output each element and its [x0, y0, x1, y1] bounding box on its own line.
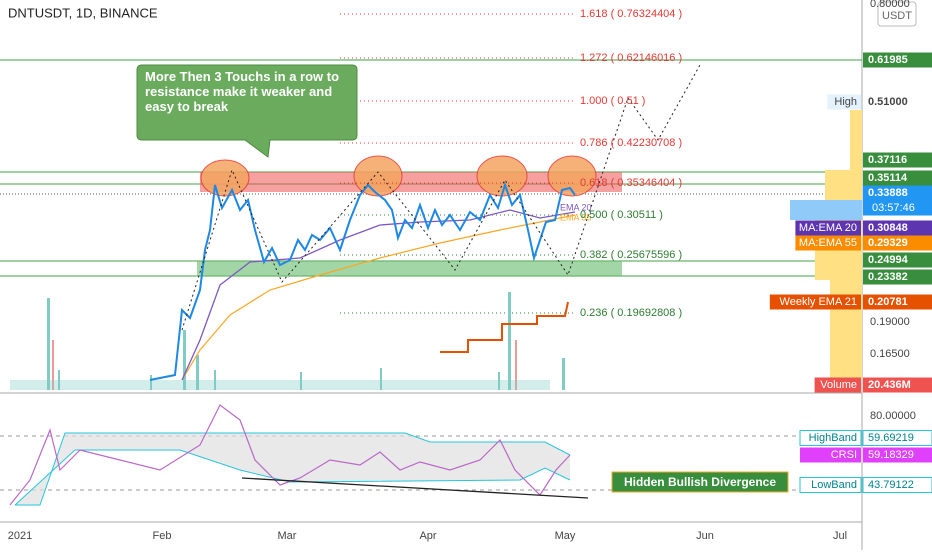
price-badge-value: 0.35114 [868, 172, 908, 184]
crsi-line [9, 404, 571, 506]
divergence-label: Hidden Bullish Divergence [624, 475, 776, 489]
note-box [136, 64, 358, 158]
time-label: May [555, 530, 576, 542]
ema20-line [181, 209, 576, 381]
volume-bars [10, 292, 565, 390]
price-line [149, 181, 576, 381]
price-label: 0.16500 [870, 348, 910, 360]
price-badge-value: 0.51000 [868, 96, 908, 108]
osc-badge-value: 59.69219 [868, 432, 914, 444]
price-badge [863, 185, 932, 216]
price-badge [863, 235, 932, 251]
badge-label-bg [795, 220, 861, 236]
projection-path [181, 64, 701, 331]
time-label: Jul [833, 530, 847, 542]
note-text: More Then 3 Touchs in a row to resistanc… [145, 69, 340, 114]
osc-label-bg [800, 447, 861, 463]
price-badge-value: 0.61985 [868, 54, 908, 66]
dynamic-layer: 1.618 ( 0.76324404 ) 1.272 ( 0.62146016 )… [8, 0, 932, 542]
fib-label: 1.272 ( 0.62146016 ) [580, 52, 682, 64]
osc-badge [863, 447, 932, 463]
divergence-box [611, 471, 789, 493]
osc-badge-label: HighBand [809, 432, 857, 444]
osc-badge-label: CRSI [831, 449, 857, 461]
badge-label: MA:EMA 20 [799, 222, 857, 234]
price-badge [863, 220, 932, 236]
fib-label: 1.618 ( 0.76324404 ) [580, 8, 682, 20]
ema55-line [181, 214, 576, 381]
price-badge-value: 0.37116 [868, 154, 907, 166]
time-label: Mar [278, 530, 297, 542]
price-badge-value: 0.29329 [868, 237, 908, 249]
badge-label: High [834, 96, 857, 108]
fib-label: 0.500 ( 0.30511 ) [580, 209, 663, 221]
fib-label: 0.236 ( 0.19692808 ) [580, 307, 682, 319]
price-badge-value: 0.24994 [868, 254, 909, 266]
osc-badge-label: LowBand [811, 479, 857, 491]
band-fill [15, 433, 570, 505]
time-label: Apr [419, 530, 436, 542]
time-label: 2021 [8, 530, 32, 542]
osc-badge-value: 59.18329 [868, 449, 914, 461]
support-zone [197, 261, 622, 276]
osc-badge-value: 43.79122 [868, 479, 914, 491]
badge-label-bg [814, 377, 861, 393]
price-badge [863, 294, 932, 310]
time-label: Feb [153, 530, 172, 542]
fib-label: 0.618 ( 0.35346404 ) [580, 177, 682, 189]
badge-label: Volume [820, 379, 857, 391]
currency-box [877, 1, 917, 27]
countdown: 03:57:46 [872, 202, 915, 214]
badge-label-bg [827, 94, 861, 110]
badge-label: Weekly EMA 21 [780, 296, 857, 308]
price-badge-value: 20.436M [868, 379, 911, 391]
price-badge [863, 269, 932, 285]
fib-label: 0.786 ( 0.42230708 ) [580, 137, 682, 149]
price-badge [863, 152, 932, 168]
badge-label-bg [795, 235, 861, 251]
badge-label: MA:EMA 55 [799, 237, 857, 249]
osc-label-bg [799, 477, 862, 493]
price-badge-value: 0.23382 [868, 271, 908, 283]
osc-label: 80.00000 [870, 410, 916, 422]
low-band [14, 449, 571, 506]
divergence-line [241, 477, 589, 499]
price-badge-value: 0.33888 [868, 187, 908, 199]
time-label: Jun [696, 530, 714, 542]
price-badge [863, 377, 932, 393]
price-badge [863, 170, 932, 186]
price-badge [863, 52, 932, 68]
price-badge-value: 0.20781 [868, 296, 908, 308]
currency: USDT [882, 10, 912, 22]
weekly-ema21 [440, 301, 569, 353]
fib-label: 0.382 ( 0.25675596 ) [580, 249, 682, 261]
osc-label-bg [799, 430, 862, 446]
price-label: 0.80000 [870, 0, 910, 10]
osc-badge [862, 430, 932, 446]
price-label: 0.19000 [870, 316, 910, 328]
fib-label: 1.000 ( 0.51 ) [580, 95, 645, 107]
price-badge [863, 252, 932, 268]
note-wrap: More Then 3 Touchs in a row to resistanc… [145, 69, 340, 114]
osc-badge [862, 477, 932, 493]
price-badge [863, 94, 932, 110]
badge-label-bg [769, 294, 861, 310]
ema55-tag: EMA 55 [560, 212, 592, 222]
high-band [15, 432, 571, 506]
symbol-title: DNTUSDT, 1D, BINANCE [8, 5, 158, 20]
price-badge-value: 0.30848 [868, 222, 908, 234]
touch-circles [200, 155, 597, 197]
ema20-tag: EMA 20 [560, 202, 592, 212]
